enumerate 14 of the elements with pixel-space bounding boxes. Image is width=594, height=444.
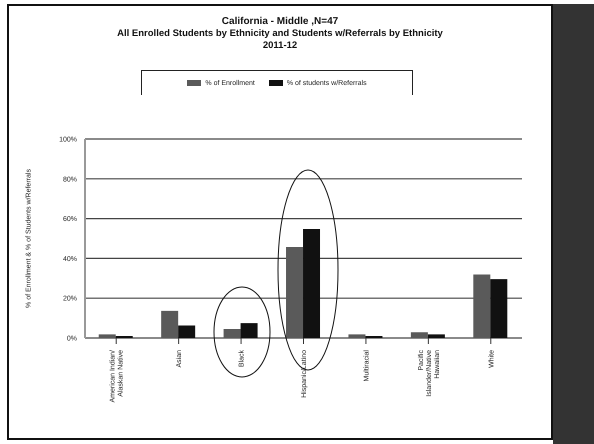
bar: [161, 310, 178, 338]
bar: [178, 325, 196, 338]
bar: [240, 323, 258, 338]
bar: [428, 334, 445, 338]
bar: [410, 332, 428, 338]
bar: [348, 334, 366, 338]
bar: [286, 247, 304, 338]
bar: [490, 279, 508, 338]
chart-subtitle: All Enrolled Students by Ethnicity and Students w/Referrals by Ethnicity 2011-12: [116, 28, 444, 52]
chart-title: California - Middle ,N=47: [220, 16, 340, 28]
bar: [224, 329, 241, 338]
bar: [473, 274, 490, 338]
bar: [303, 228, 320, 338]
bar: [98, 334, 116, 338]
